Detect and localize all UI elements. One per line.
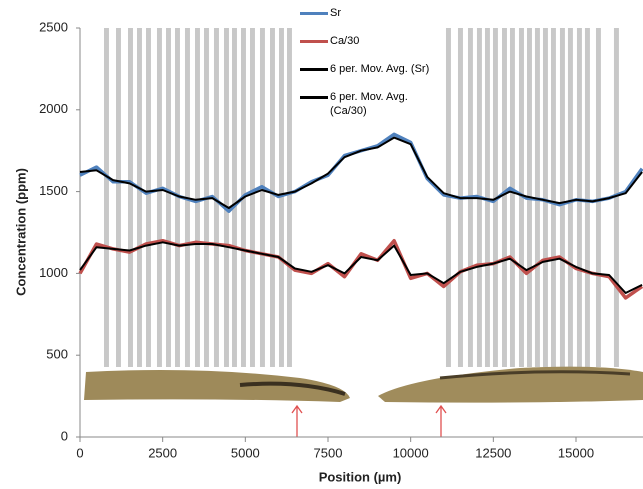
legend-entry: Sr (300, 6, 450, 20)
shaded-band (146, 28, 151, 367)
x-tick-label: 2500 (148, 445, 177, 460)
shaded-band (286, 28, 292, 367)
series-line (78, 238, 643, 300)
legend-swatch (300, 12, 328, 15)
legend: Sr Ca/30 6 per. Mov. Avg. (Sr) 6 per. Mov. … (300, 6, 450, 132)
x-tick-label: 15000 (558, 445, 594, 460)
shaded-band (249, 28, 255, 367)
shaded-band (213, 28, 219, 367)
shaded-band (595, 28, 601, 367)
shaded-band (509, 28, 515, 367)
shaded-band (584, 28, 590, 367)
shaded-band (195, 28, 200, 367)
x-tick-label: 7500 (314, 445, 343, 460)
shaded-band (518, 28, 524, 367)
shaded-band (232, 28, 237, 367)
shaded-band (166, 28, 171, 367)
legend-label: 6 per. Mov. Avg. (Ca/30) (330, 91, 408, 117)
shaded-band (259, 28, 265, 367)
legend-entry: 6 per. Mov. Avg. (Sr) (300, 62, 450, 76)
y-tick-label: 1500 (39, 183, 68, 198)
y-tick-label: 2000 (39, 101, 68, 116)
y-axis-title: Concentration (ppm) (13, 168, 28, 296)
shaded-band (567, 28, 573, 367)
y-tick-label: 500 (46, 347, 68, 362)
shaded-band (128, 28, 133, 367)
shaded-band (550, 28, 556, 367)
y-tick-label: 2500 (39, 19, 68, 34)
shaded-band (542, 28, 548, 367)
arrows (291, 404, 447, 437)
series-line (79, 132, 643, 213)
legend-swatch (300, 40, 328, 43)
shaded-band (137, 28, 142, 367)
legend-entry: Ca/30 (300, 34, 450, 48)
shaded-band (116, 28, 121, 367)
y-tick-label: 1000 (39, 265, 68, 280)
series-line (79, 241, 643, 294)
x-tick-label: 12500 (475, 445, 511, 460)
legend-swatch (300, 96, 328, 99)
shaded-band (278, 28, 284, 367)
series-line (79, 136, 643, 209)
shaded-band (104, 28, 109, 367)
legend-label: Sr (330, 7, 341, 19)
legend-swatch (300, 68, 328, 71)
y-tick-label: 0 (61, 428, 68, 443)
shaded-band (559, 28, 565, 367)
shaded-band (576, 28, 582, 367)
legend-entry: 6 per. Mov. Avg. (Ca/30) (300, 90, 450, 118)
shaded-band (613, 28, 619, 367)
legend-label: Ca/30 (330, 35, 360, 47)
shaded-band (270, 28, 275, 367)
shaded-band (224, 28, 229, 367)
x-tick-label: 5000 (231, 445, 260, 460)
shaded-band (156, 28, 162, 367)
legend-label: 6 per. Mov. Avg. (Sr) (330, 63, 430, 75)
x-tick-label: 10000 (393, 445, 429, 460)
shaded-band (484, 28, 490, 367)
shaded-band (501, 28, 507, 367)
x-axis-title: Position (µm) (319, 469, 402, 484)
x-tick-label: 0 (76, 445, 83, 460)
otolith-photo (84, 366, 643, 403)
